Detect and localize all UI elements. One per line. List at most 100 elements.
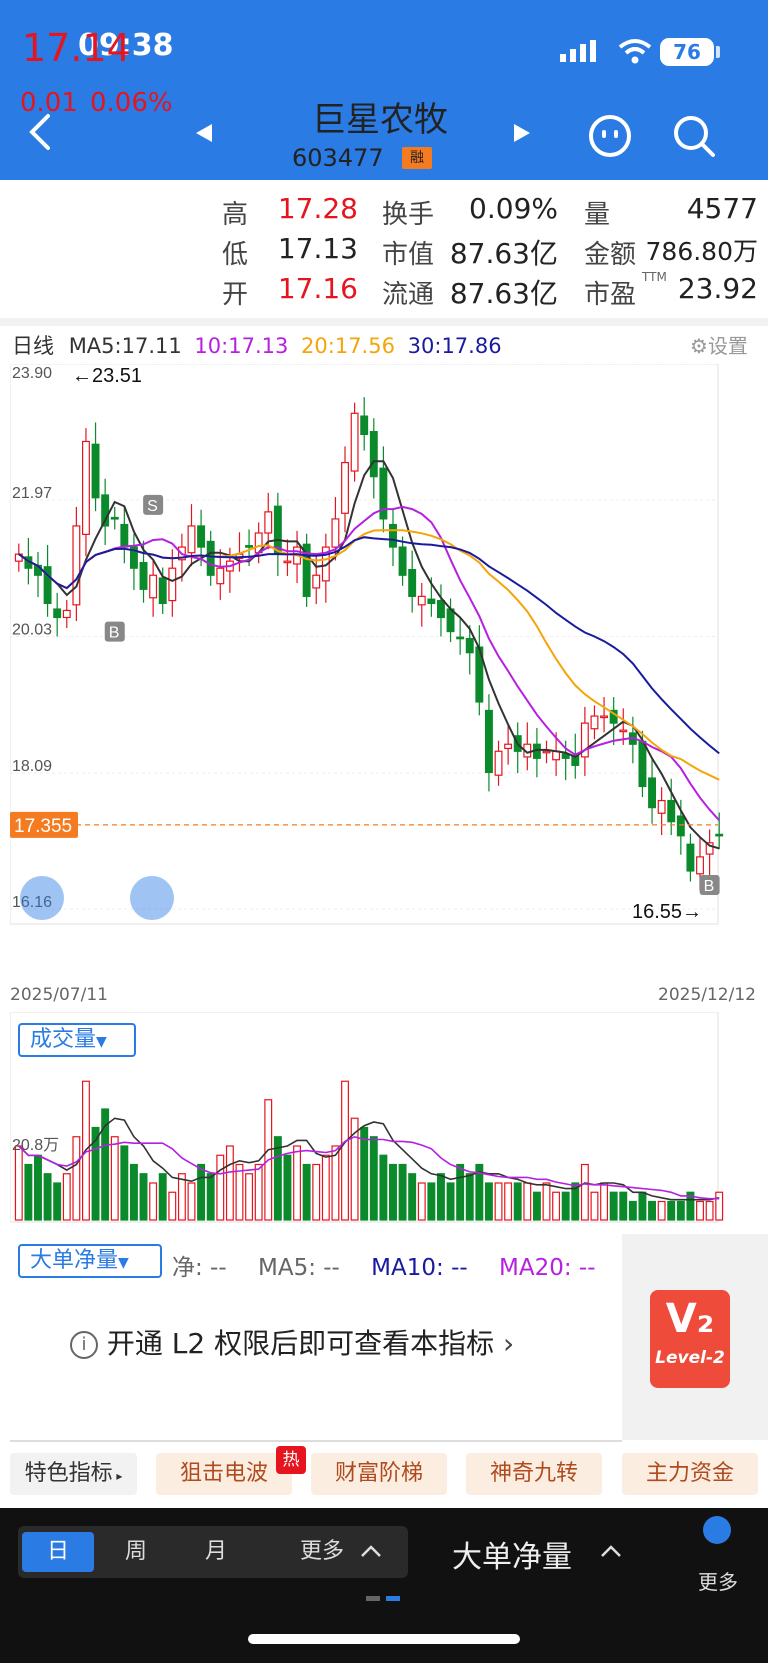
volume-frame (10, 1012, 719, 1223)
tab-magic-nine[interactable]: 神奇九转 (466, 1453, 602, 1495)
volume-chart[interactable]: 20.8万 (10, 1012, 760, 1232)
chevron-up-icon[interactable] (360, 1544, 382, 1558)
period-week[interactable]: 周 (124, 1539, 147, 1564)
signal-marker-label: S (147, 498, 158, 515)
feature-indicators-label[interactable]: 特色指标 ▸ (10, 1453, 137, 1495)
tab-main-funds[interactable]: 主力资金 (622, 1453, 758, 1495)
volume-label: 量 (584, 200, 611, 230)
volume-bar (43, 1173, 52, 1221)
volume-bar (465, 1173, 474, 1221)
volume-bar (475, 1163, 484, 1221)
candle-body (245, 545, 254, 548)
volume-bar (225, 1145, 234, 1221)
net-ma10: MA10: -- (371, 1255, 468, 1281)
back-arrow-icon[interactable] (28, 112, 52, 152)
candle-body (657, 799, 666, 814)
net-flow-dropdown[interactable]: 大单净量▼ (18, 1244, 162, 1278)
candle-body (600, 715, 609, 719)
hot-badge: 热 (276, 1446, 306, 1474)
volume-bar (590, 1191, 599, 1221)
divider (10, 1440, 622, 1442)
candle-body (110, 516, 119, 520)
previous-stock-icon[interactable] (194, 122, 214, 144)
wifi-icon (618, 39, 652, 64)
gear-icon: ⚙ (690, 334, 708, 358)
candle-body (542, 750, 551, 754)
level2-logo[interactable]: V₂ Level-2 (650, 1290, 730, 1388)
turnover-label: 换手 (382, 200, 435, 230)
candle-body (417, 595, 426, 606)
chat-icon[interactable] (588, 114, 632, 158)
candle-body (53, 608, 62, 619)
period-month[interactable]: 月 (204, 1539, 227, 1564)
candle-body (360, 415, 369, 436)
volume-bar (149, 1182, 158, 1221)
fullscreen-icon (130, 876, 174, 920)
candle-body (331, 518, 340, 548)
volume-bar (139, 1173, 148, 1221)
search-icon[interactable] (672, 114, 716, 158)
tab-sniper-wave[interactable]: 狙击电波 (156, 1453, 292, 1495)
candle-body (216, 567, 225, 585)
candle-body (648, 777, 656, 809)
chevron-up-icon[interactable] (600, 1544, 622, 1558)
candle-body (139, 561, 148, 590)
amount-label: 金额 (584, 240, 637, 270)
more-label[interactable]: 更多 (698, 1570, 738, 1594)
volume-bar (696, 1200, 704, 1221)
dropdown-caret-icon: ▼ (118, 1255, 129, 1271)
candle-body (82, 440, 90, 536)
l2-permission-link[interactable]: i 开通 L2 权限后即可查看本指标 › (70, 1322, 514, 1362)
candle-body (437, 599, 445, 619)
volume-indicator-dropdown[interactable]: 成交量▼ (18, 1023, 136, 1057)
next-stock-icon[interactable] (512, 122, 532, 144)
candle-body (456, 636, 465, 640)
volume-bar (62, 1173, 71, 1221)
volume-bar (504, 1182, 513, 1221)
price-change-pct: 0.06% (90, 88, 173, 118)
volume-bar (446, 1182, 455, 1221)
tab-wealth-ladder[interactable]: 财富阶梯 (311, 1453, 447, 1495)
volume-bar (686, 1191, 695, 1221)
volume-bar (312, 1163, 321, 1221)
signal-marker-label: B (109, 625, 120, 642)
volume-bar (484, 1182, 493, 1221)
candle-body (619, 729, 628, 733)
ma10-value: 10:17.13 (194, 334, 289, 358)
candle-body (197, 525, 206, 548)
high-value: 17.28 (277, 192, 358, 225)
settings-button[interactable]: ⚙设置 (690, 330, 748, 359)
cellular-signal-icon (560, 40, 596, 62)
volume-bar (389, 1163, 397, 1221)
x-axis-end-date: 2025/12/12 (658, 985, 756, 1005)
net-flow-values: 净: -- MA5: -- MA10: -- MA20: -- (172, 1248, 596, 1282)
price-change: 0.01 (20, 88, 78, 118)
candle-body (72, 525, 81, 606)
net-ma20: MA20: -- (499, 1255, 596, 1281)
period-more[interactable]: 更多 (299, 1539, 344, 1564)
volume-bar (14, 1145, 23, 1221)
high-label: 高 (222, 200, 249, 230)
volume-bar (600, 1182, 609, 1221)
candle-body (638, 740, 647, 788)
candle-body (427, 598, 436, 605)
candle-body (302, 543, 311, 597)
signal-marker (699, 875, 720, 896)
volume-bar (129, 1163, 138, 1221)
period-day[interactable]: 日 (22, 1532, 94, 1572)
indicator-selector[interactable]: 大单净量 (452, 1540, 572, 1575)
chart-frame (10, 364, 719, 925)
open-label: 开 (222, 280, 249, 310)
caret-right-icon: ▸ (112, 1469, 123, 1483)
signal-marker (143, 494, 164, 515)
low-value: 17.13 (277, 232, 358, 265)
volume-bar (245, 1173, 254, 1221)
more-icon[interactable] (703, 1516, 731, 1544)
volume-bar (580, 1163, 589, 1221)
volume-value: 4577 (686, 192, 758, 225)
volume-bar (494, 1182, 503, 1221)
candlestick-chart[interactable]: 23.90 21.97 20.03 18.09 16.16 ←23.51 16.55→ 17… (10, 364, 760, 984)
candle-body (715, 833, 724, 837)
app-header (0, 0, 768, 180)
stock-name: 巨星农牧 (312, 100, 448, 140)
